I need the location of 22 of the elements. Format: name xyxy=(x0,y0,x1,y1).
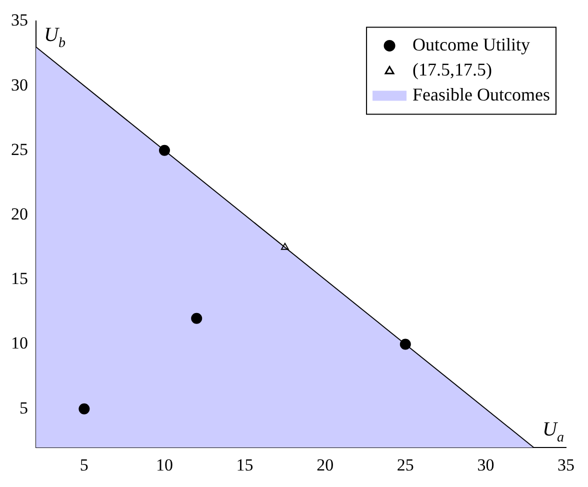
y-tick-label: 25 xyxy=(11,140,28,159)
y-tick-label: 35 xyxy=(11,10,28,30)
y-tick-label: 10 xyxy=(11,334,28,353)
x-tick-label: 5 xyxy=(80,455,88,474)
point xyxy=(191,312,202,324)
y-tick-label: 30 xyxy=(11,75,28,94)
point xyxy=(78,403,90,414)
y-tick-label: 15 xyxy=(11,269,28,288)
x-tick-label: 10 xyxy=(156,455,173,474)
point xyxy=(158,144,170,156)
legend-label: Feasible Outcomes xyxy=(412,84,550,104)
x-tick-label: 20 xyxy=(316,455,334,474)
point xyxy=(400,338,411,350)
x-tick-label: 30 xyxy=(477,455,494,474)
point xyxy=(280,242,289,250)
x-tick-label: 25 xyxy=(396,455,414,474)
x-tick-label: 35 xyxy=(558,455,574,474)
y-tick-label: 5 xyxy=(20,398,28,418)
y-tick-label: 20 xyxy=(11,204,28,224)
legend-label: (17.5,17.5) xyxy=(412,59,492,80)
legend-label: Outcome Utility xyxy=(412,34,530,54)
x-tick-label: 15 xyxy=(236,455,254,474)
